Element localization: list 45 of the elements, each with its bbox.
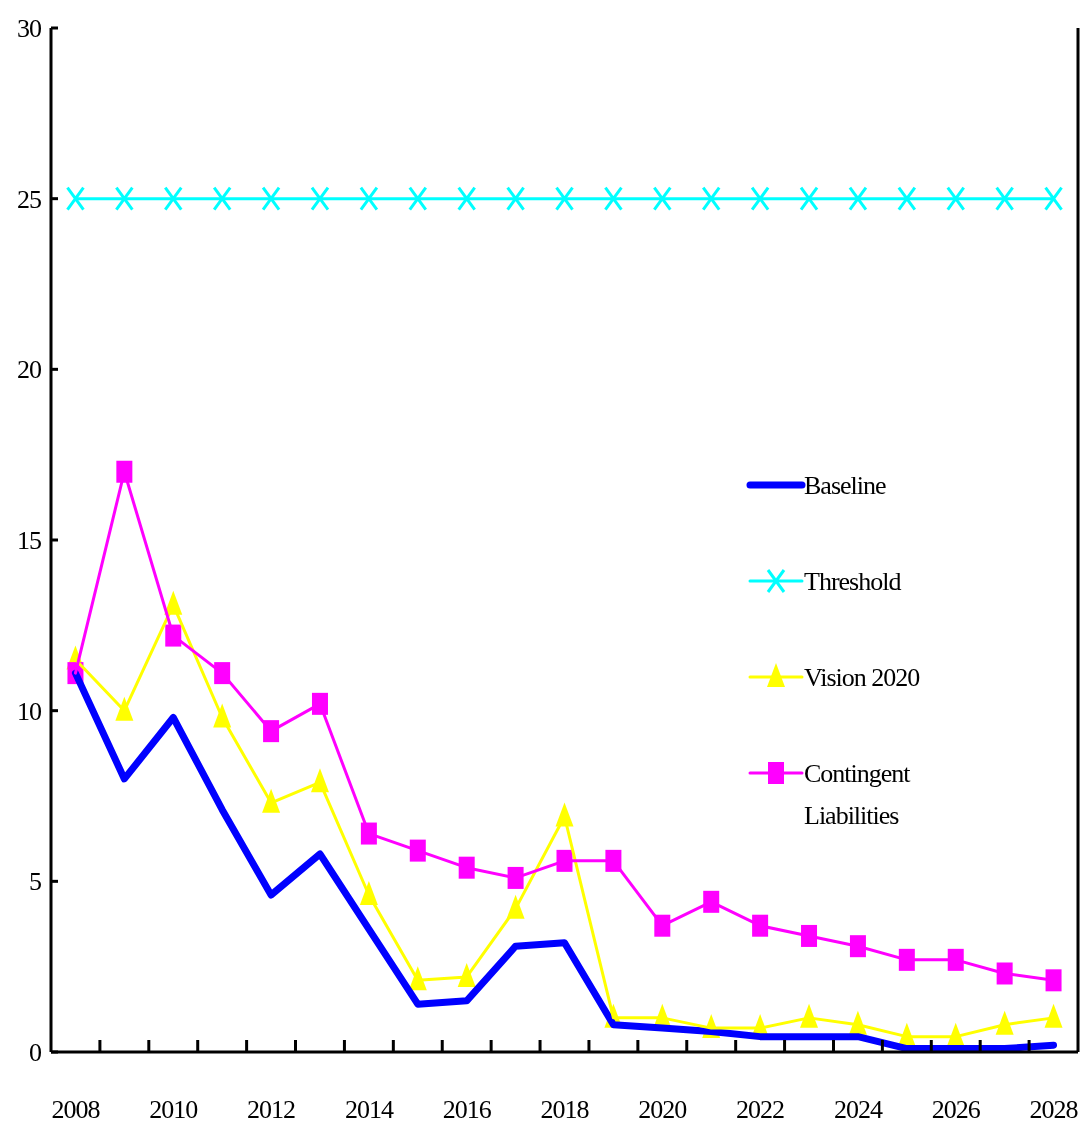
point (555, 186, 574, 212)
point (946, 186, 966, 212)
y-tick-label: 25 (17, 184, 41, 214)
point (408, 186, 428, 212)
point (212, 186, 232, 212)
point (65, 186, 85, 212)
x-tick-label: 2008 (51, 1095, 101, 1124)
legend-label: Baseline (804, 471, 886, 501)
x-tick-label: 2018 (540, 1095, 590, 1124)
point (995, 186, 1015, 212)
point (1044, 1003, 1063, 1028)
legend-label: Contingent Liabilities (804, 759, 912, 830)
point (750, 186, 770, 212)
x-tick-label: 2014 (344, 1095, 394, 1124)
x-tick-label: 2020 (638, 1095, 688, 1124)
x-tick-label: 2024 (833, 1095, 883, 1124)
y-tick-label: 10 (17, 696, 42, 726)
point (457, 186, 477, 212)
x-tick-label: 2028 (1029, 1095, 1079, 1124)
point (897, 186, 917, 212)
point (652, 186, 672, 212)
point (261, 186, 281, 212)
point (1044, 186, 1064, 212)
point (799, 186, 819, 212)
y-tick-label: 5 (29, 867, 41, 897)
y-tick-label: 0 (29, 1038, 42, 1068)
legend-label: Threshold (804, 567, 902, 597)
point (114, 186, 134, 212)
point (506, 186, 526, 212)
y-tick-label: 20 (17, 355, 42, 385)
point (163, 186, 183, 212)
x-tick-label: 2016 (442, 1095, 492, 1124)
x-tick-label: 2012 (247, 1095, 296, 1124)
point (310, 186, 330, 212)
point (359, 186, 379, 212)
y-tick-label: 30 (17, 14, 42, 44)
point (603, 186, 623, 212)
legend-label: Vision 2020 (804, 663, 921, 693)
y-tick-label: 15 (17, 526, 41, 556)
x-tick-label: 2026 (931, 1095, 981, 1124)
point (848, 186, 868, 212)
point (1045, 969, 1062, 992)
x-tick-label: 2010 (149, 1095, 199, 1124)
x-tick-label: 2022 (736, 1095, 785, 1124)
point (701, 186, 721, 212)
